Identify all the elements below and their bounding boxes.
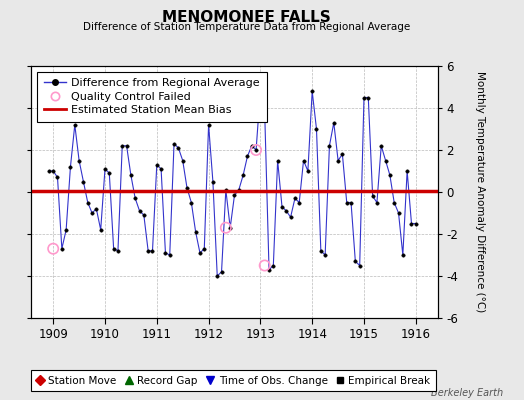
Legend: Difference from Regional Average, Quality Control Failed, Estimated Station Mean: Difference from Regional Average, Qualit… — [37, 72, 267, 122]
Point — [49, 246, 58, 252]
Point — [260, 262, 269, 269]
Legend: Station Move, Record Gap, Time of Obs. Change, Empirical Break: Station Move, Record Gap, Time of Obs. C… — [30, 370, 436, 391]
Text: Berkeley Earth: Berkeley Earth — [431, 388, 503, 398]
Point — [252, 147, 260, 153]
Text: MENOMONEE FALLS: MENOMONEE FALLS — [162, 10, 331, 25]
Y-axis label: Monthly Temperature Anomaly Difference (°C): Monthly Temperature Anomaly Difference (… — [475, 71, 485, 313]
Point — [222, 224, 230, 231]
Text: Difference of Station Temperature Data from Regional Average: Difference of Station Temperature Data f… — [83, 22, 410, 32]
